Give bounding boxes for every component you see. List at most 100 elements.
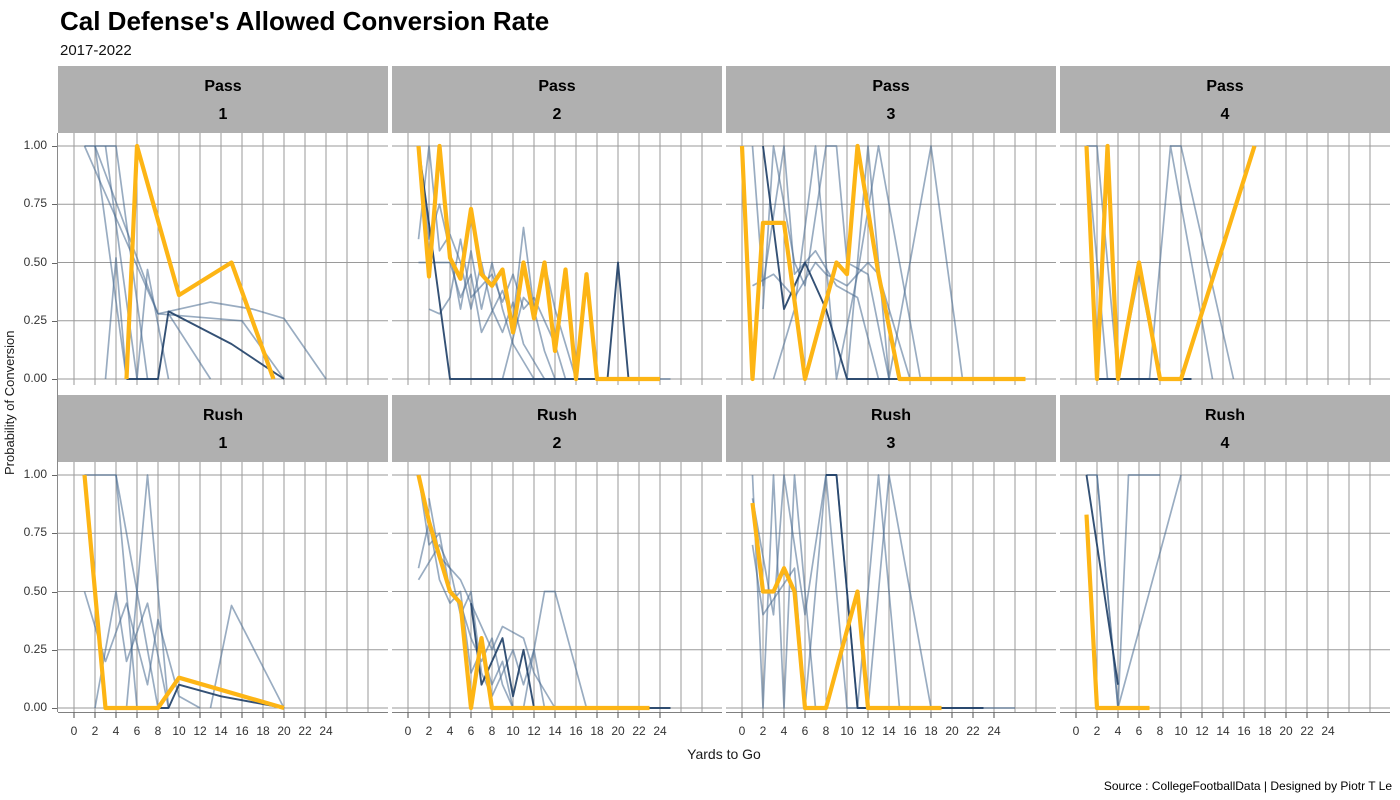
x-tick-label: 6: [1135, 724, 1143, 738]
x-tick-label: 16: [1237, 724, 1251, 738]
facet-plot-svg: [1060, 462, 1390, 712]
y-tick-label: 0.50: [23, 583, 47, 598]
series-highlight-line: [1084, 514, 1150, 711]
x-tick-labels: 0 2 4 6 8 10 12 14 16 18 20 22 24: [726, 722, 1056, 740]
x-tick-label: 8: [1156, 724, 1164, 738]
x-tick-label: 24: [1321, 724, 1335, 738]
y-tick-label: 0.25: [23, 312, 47, 327]
x-axis-tick-svg: [1060, 712, 1390, 718]
series-line_dark-line: [126, 310, 285, 380]
chart-subtitle: 2017-2022: [60, 42, 132, 59]
y-tick-mark: [52, 262, 57, 264]
x-tick-label: 16: [569, 724, 583, 738]
y-tick-label: 0.25: [23, 641, 47, 656]
facet-plot-svg: [726, 462, 1056, 712]
x-tick-label: 4: [1114, 724, 1122, 738]
y-tick-mark: [52, 320, 57, 322]
x-axis-tick-svg: [726, 712, 1056, 718]
x-tick-label: 22: [632, 724, 646, 738]
series-line-line: [428, 498, 556, 709]
x-tick-label: 10: [506, 724, 520, 738]
x-tick-label: 8: [822, 724, 830, 738]
x-tick-label: 12: [193, 724, 207, 738]
strip-down-label: 2: [552, 106, 562, 123]
facet-strip: Rush 2: [392, 395, 722, 462]
x-tick-label: 18: [1258, 724, 1272, 738]
x-tick-label: 12: [1195, 724, 1209, 738]
x-tick-label: 24: [987, 724, 1001, 738]
facet-plot-svg: [392, 462, 722, 712]
x-tick-label: 0: [1072, 724, 1080, 738]
x-tick-label: 2: [759, 724, 767, 738]
strip-type-label: Rush: [537, 407, 577, 424]
x-axis-tick-svg: [58, 712, 388, 718]
x-tick-label: 14: [882, 724, 896, 738]
strip-type-label: Rush: [871, 407, 911, 424]
y-tick-label: 0.50: [23, 254, 47, 269]
facet-panel: [58, 133, 388, 385]
facet-strip: Pass 2: [392, 66, 722, 133]
y-tick-label: 0.75: [23, 525, 47, 540]
facet-strip: Rush 1: [58, 395, 388, 462]
facet-plot-svg: [392, 133, 722, 385]
x-tick-label: 22: [966, 724, 980, 738]
strip-type-label: Pass: [538, 78, 576, 95]
x-axis-title: Yards to Go: [687, 746, 761, 762]
series-line-line: [1170, 145, 1235, 380]
series-line_dark-line: [1085, 474, 1119, 685]
y-tick-mark: [52, 379, 57, 380]
series-line-line: [167, 313, 212, 380]
footer-credit: Source : CollegeFootballData | Designed …: [1103, 779, 1392, 793]
y-tick-label: 0.75: [23, 196, 47, 211]
series-line-line: [522, 590, 588, 709]
facet-plot-svg: [58, 462, 388, 712]
x-axis-ticks: [1060, 712, 1390, 722]
strip-type-label: Pass: [204, 78, 242, 95]
panel-spacer: [58, 385, 388, 395]
x-tick-label: 14: [1216, 724, 1230, 738]
strip-down-label: 3: [886, 106, 896, 123]
series-highlight-line: [750, 502, 942, 711]
x-tick-label: 0: [738, 724, 746, 738]
x-tick-label: 20: [945, 724, 959, 738]
series-line_dark-line: [470, 603, 671, 709]
x-tick-label: 14: [214, 724, 228, 738]
series-line_dark-line: [762, 145, 994, 380]
series-line-line: [94, 145, 128, 380]
x-tick-label: 10: [1174, 724, 1188, 738]
y-tick-mark: [52, 146, 57, 147]
x-axis-tick-svg: [392, 712, 722, 718]
facet-panel: [58, 462, 388, 712]
x-tick-label: 10: [172, 724, 186, 738]
facet-panel: [392, 462, 722, 712]
y-tick-mark: [52, 533, 57, 535]
x-tick-label: 10: [840, 724, 854, 738]
series-line-line: [136, 268, 170, 380]
x-tick-label: 16: [235, 724, 249, 738]
strip-type-label: Rush: [1205, 407, 1245, 424]
facet-panel: [1060, 462, 1390, 712]
x-tick-label: 16: [903, 724, 917, 738]
strip-down-label: 1: [218, 435, 228, 452]
y-tick-mark: [52, 708, 57, 709]
x-tick-label: 22: [1300, 724, 1314, 738]
series-line-line: [115, 474, 159, 709]
facet-plot-svg: [1060, 133, 1390, 385]
strip-type-label: Pass: [1206, 78, 1244, 95]
y-tick-label: 0.00: [23, 700, 47, 714]
x-tick-label: 18: [256, 724, 270, 738]
x-tick-label: 4: [780, 724, 788, 738]
x-tick-label: 6: [801, 724, 809, 738]
series-line-line: [104, 256, 128, 380]
x-tick-label: 0: [404, 724, 412, 738]
facet-panel: [726, 133, 1056, 385]
y-tick-labels-top: 0.00 0.25 0.50 0.75 1.00: [0, 133, 58, 385]
x-tick-label: 20: [1279, 724, 1293, 738]
y-tick-mark: [52, 591, 57, 593]
strip-down-label: 3: [886, 435, 896, 452]
series-highlight-line: [1084, 143, 1257, 382]
x-tick-label: 22: [298, 724, 312, 738]
x-tick-label: 4: [112, 724, 120, 738]
x-tick-labels: 0 2 4 6 8 10 12 14 16 18 20 22 24: [392, 722, 722, 740]
